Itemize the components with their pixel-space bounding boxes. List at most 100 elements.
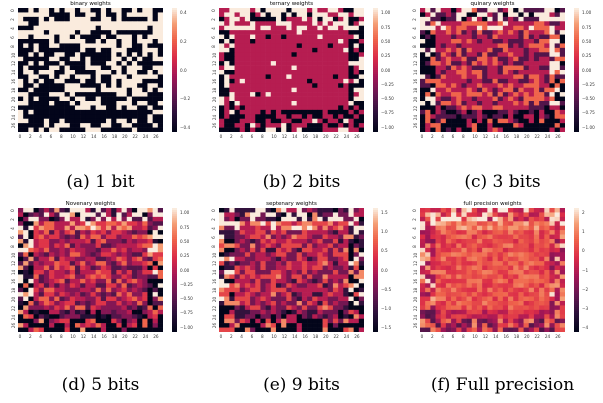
heatmap-cell (131, 56, 138, 62)
heatmap (219, 208, 364, 332)
heatmap-cell (461, 287, 467, 293)
heatmap-cell (85, 212, 91, 218)
heatmap-cell (43, 221, 50, 227)
heatmap-cell (466, 87, 473, 93)
heatmap-cell (312, 318, 318, 324)
heatmap-cell (80, 314, 86, 320)
heatmap-cell (348, 234, 354, 240)
heatmap-cell (116, 327, 122, 332)
heatmap-cell (296, 101, 303, 106)
heatmap-cell (533, 101, 540, 106)
heatmap-cell (296, 305, 303, 311)
heatmap-cell (322, 225, 329, 231)
heatmap-cell (307, 109, 313, 115)
heatmap-cell (451, 283, 457, 289)
heatmap-cell (425, 16, 431, 22)
heatmap-cell (64, 78, 71, 84)
heatmap-cell (307, 305, 313, 311)
heatmap-cell (492, 252, 498, 258)
heatmap-cell (539, 87, 545, 93)
heatmap-cell (332, 21, 339, 27)
heatmap-cell (152, 252, 159, 258)
heatmap-cell (224, 83, 230, 89)
heatmap-cell (420, 265, 426, 271)
heatmap-cell (255, 127, 261, 132)
colorbar-segment (373, 105, 378, 108)
heatmap-cell (420, 127, 426, 132)
heatmap-cell (358, 74, 364, 80)
heatmap-cell (358, 43, 364, 49)
heatmap-cell (476, 243, 483, 249)
colorbar-segment (373, 286, 378, 289)
heatmap-cell (539, 265, 545, 271)
heatmap-cell (301, 274, 308, 280)
heatmap-cell (435, 47, 442, 53)
heatmap-cell (286, 61, 292, 66)
heatmap-cell (126, 221, 133, 227)
heatmap-cell (332, 47, 339, 53)
heatmap-cell (244, 114, 251, 120)
heatmap-cell (456, 52, 462, 58)
heatmap-cell (95, 221, 102, 227)
heatmap-cell (513, 56, 519, 62)
heatmap-cell (106, 61, 112, 66)
heatmap-cell (528, 74, 535, 80)
heatmap-cell (533, 265, 540, 271)
heatmap-cell (54, 52, 60, 58)
heatmap-cell (358, 16, 364, 22)
heatmap-cell (137, 296, 143, 302)
heatmap-cell (111, 305, 117, 311)
heatmap-cell (327, 230, 334, 235)
colorbar-segment (172, 92, 177, 96)
heatmap-cell (69, 239, 76, 244)
heatmap-cell (492, 208, 498, 213)
heatmap-cell (487, 221, 493, 227)
heatmap-cell (451, 8, 457, 13)
heatmap-cell (18, 78, 24, 84)
heatmap-cell (121, 8, 128, 13)
heatmap-cell (343, 65, 349, 71)
heatmap-cell (59, 39, 65, 44)
heatmap-cell (38, 212, 45, 218)
heatmap-cell (255, 323, 261, 328)
heatmap-cell (291, 309, 297, 315)
heatmap-cell (513, 96, 519, 102)
heatmap-cell (440, 34, 447, 40)
heatmap-cell (80, 221, 86, 227)
heatmap-cell (425, 34, 431, 40)
heatmap-cell (142, 25, 148, 31)
y-tick-label: 16 (413, 78, 419, 85)
colorbar-segment (172, 234, 177, 238)
heatmap-cell (322, 278, 329, 284)
heatmap-cell (64, 109, 71, 115)
heatmap-cell (74, 323, 81, 328)
heatmap-cell (533, 61, 540, 66)
heatmap-cell (116, 47, 122, 53)
heatmap-cell (466, 221, 473, 227)
heatmap-cell (54, 47, 60, 53)
heatmap-cell (317, 292, 323, 297)
heatmap-cell (111, 47, 117, 53)
y-tick-label: 6 (210, 235, 216, 239)
heatmap-cell (533, 96, 540, 102)
heatmap-cell (425, 292, 431, 297)
heatmap-cell (116, 314, 122, 320)
heatmap-cell (471, 30, 478, 35)
heatmap-cell (116, 123, 122, 128)
heatmap-cell (244, 65, 251, 71)
heatmap-cell (471, 65, 478, 71)
heatmap-cell (90, 78, 96, 84)
heatmap-cell (425, 261, 431, 266)
heatmap-cell (28, 25, 34, 31)
colorbar-segment (574, 103, 579, 106)
heatmap-cell (312, 34, 318, 40)
heatmap-cell (497, 212, 504, 218)
heatmap-cell (152, 56, 159, 62)
x-tick-label: 12 (281, 134, 288, 139)
heatmap-cell (338, 270, 344, 275)
heatmap-cell (451, 252, 457, 258)
heatmap-cell (265, 16, 272, 22)
heatmap-cell (492, 96, 498, 102)
heatmap-cell (307, 30, 313, 35)
heatmap-cell (461, 56, 467, 62)
